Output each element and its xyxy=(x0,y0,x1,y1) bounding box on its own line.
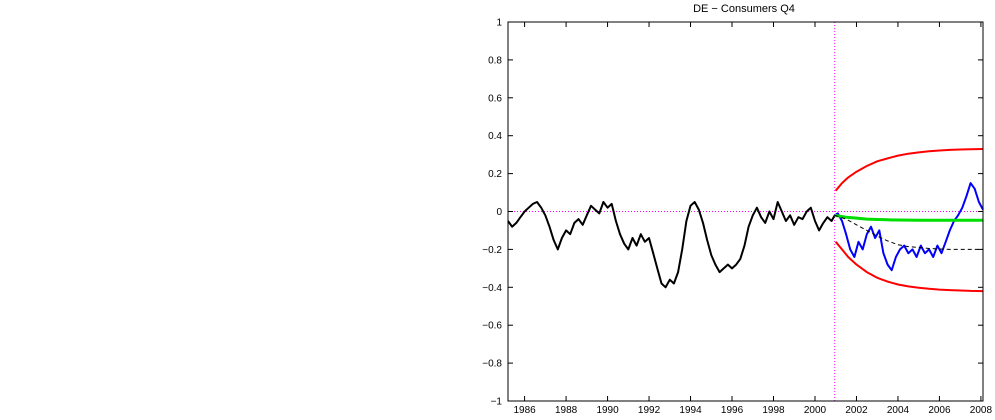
y-tick-label: 0.6 xyxy=(488,93,502,104)
x-tick-label: 1988 xyxy=(555,405,578,416)
y-tick-label: 0.8 xyxy=(488,55,502,66)
x-tick-label: 2002 xyxy=(845,405,868,416)
x-tick-label: 2008 xyxy=(970,405,993,416)
series-line-2 xyxy=(834,182,984,272)
series-line-5 xyxy=(834,241,984,293)
x-tick-label: 2000 xyxy=(804,405,827,416)
x-tick-label: 1990 xyxy=(596,405,619,416)
series-line-3 xyxy=(834,213,983,222)
chart-title: DE − Consumers Q4 xyxy=(693,3,795,15)
y-tick-label: 0.4 xyxy=(488,131,502,142)
x-tick-label: 1994 xyxy=(679,405,702,416)
y-axis: −1 −0.8 −0.6 −0.4 −0.2 0 0.2 0.4 0.6 0.8 1 xyxy=(482,18,983,408)
x-tick-label: 1996 xyxy=(721,405,744,416)
y-tick-label: −0.6 xyxy=(482,321,502,332)
x-tick-label: 2006 xyxy=(928,405,951,416)
y-tick-label: −0.4 xyxy=(482,283,502,294)
series-line-6 xyxy=(834,214,983,250)
reference-lines xyxy=(508,22,983,401)
x-tick-label: 1992 xyxy=(638,405,661,416)
x-tick-label: 2004 xyxy=(887,405,910,416)
series-line-4 xyxy=(834,148,984,192)
x-axis: 1986 1988 1990 1992 1994 1996 1998 2000 2002 2004… xyxy=(513,22,992,416)
x-tick-label: 1986 xyxy=(513,405,536,416)
x-tick-label: 1998 xyxy=(762,405,785,416)
y-tick-label: 1 xyxy=(496,18,502,29)
y-tick-label: 0.2 xyxy=(488,169,502,180)
y-tick-label: 0 xyxy=(496,207,502,218)
y-tick-label: −1 xyxy=(491,397,503,408)
series-line-1 xyxy=(507,201,836,289)
y-tick-label: −0.2 xyxy=(482,245,502,256)
y-tick-label: −0.8 xyxy=(482,359,502,370)
series-group xyxy=(507,148,984,293)
